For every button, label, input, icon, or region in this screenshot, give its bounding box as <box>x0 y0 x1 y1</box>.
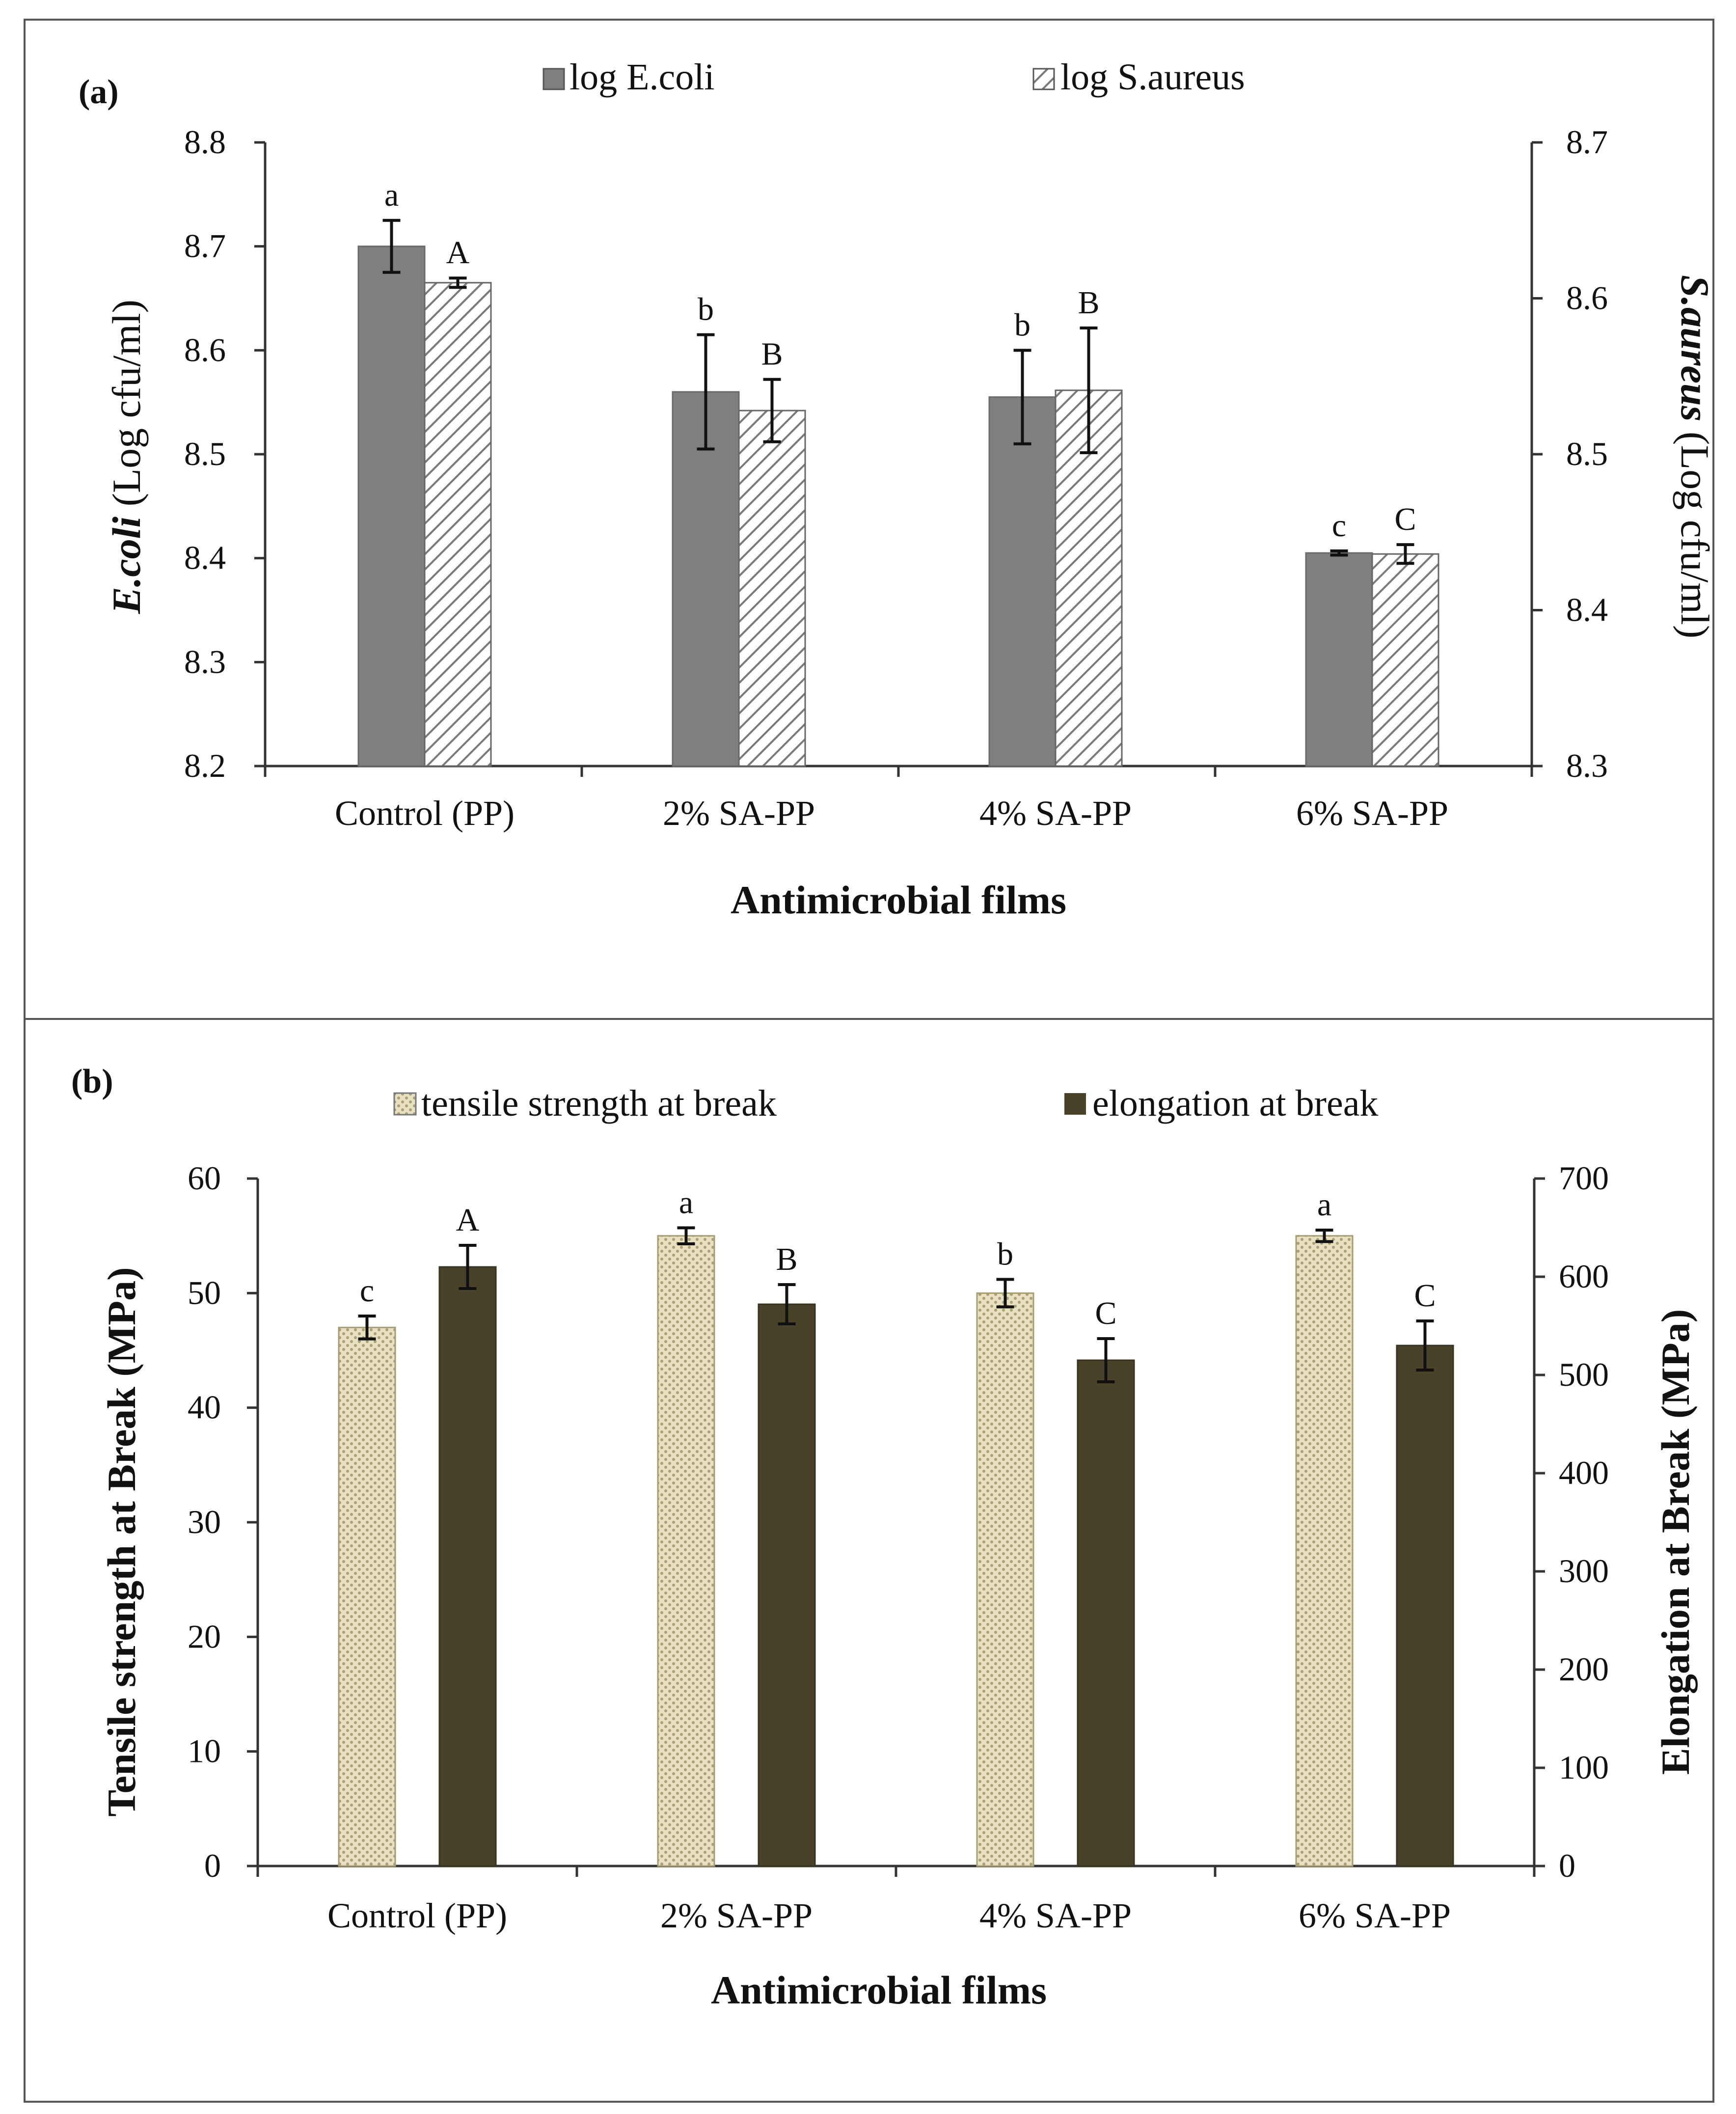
x-tick-label-b: Control (PP) <box>327 1896 507 1935</box>
bar-b-s2 <box>1077 1359 1135 1867</box>
panel-a-label: (a) <box>79 73 119 111</box>
y-axis-title-right-a-italic: S.aureus <box>1673 275 1717 422</box>
y-tick-label-left-a: 8.3 <box>184 643 226 680</box>
x-axis-title-b: Antimicrobial films <box>711 1968 1047 2012</box>
y-tick-label-left-b: 60 <box>188 1159 221 1197</box>
y-axis-title-left-a-rest: (Log cfu/ml) <box>104 300 149 517</box>
y-tick-label-left-a: 8.8 <box>184 123 226 161</box>
y-tick-label-right-b: 400 <box>1559 1454 1609 1491</box>
bar-b-s2 <box>1396 1345 1454 1867</box>
significance-letter-b: c <box>360 1273 374 1309</box>
y-tick-label-left-a: 8.6 <box>184 331 226 368</box>
significance-letter-b: A <box>456 1202 480 1238</box>
bar-b-s1 <box>657 1235 715 1867</box>
legend-a: log E.coli log S.aureus <box>542 56 1245 98</box>
legend-b: tensile strength at break elongation at … <box>393 1083 1378 1124</box>
x-tick-label-a: 4% SA-PP <box>979 794 1132 833</box>
y-tick-label-left-a: 8.7 <box>184 227 226 265</box>
bar-b-s1 <box>976 1292 1034 1867</box>
significance-letter-b: B <box>776 1241 797 1277</box>
y-tick-label-left-a: 8.2 <box>184 747 226 784</box>
x-tick-label-b: 4% SA-PP <box>979 1896 1132 1935</box>
bar-a-s1 <box>1305 552 1373 767</box>
bar-a-s1 <box>672 391 740 767</box>
panel-b-frame <box>24 1018 1714 2103</box>
legend-label-saureus: log S.aureus <box>1060 56 1245 98</box>
significance-letter-b: a <box>679 1184 693 1220</box>
panel-a-frame <box>24 19 1714 1020</box>
legend-label-tensile: tensile strength at break <box>421 1083 777 1124</box>
y-axis-title-left-a-italic: E.coli <box>104 517 149 614</box>
y-tick-label-right-b: 700 <box>1559 1159 1609 1197</box>
significance-letter-a: b <box>1014 307 1031 343</box>
bar-a-s1 <box>357 246 426 767</box>
bar-b-s1 <box>1295 1235 1354 1867</box>
y-tick-label-right-a: 8.7 <box>1566 123 1608 161</box>
x-tick-label-b: 2% SA-PP <box>660 1896 813 1935</box>
chart-a: (a) log E.coli log S.aureus 8.2 8.3 8.4 8.5… <box>79 56 1717 922</box>
y-axis-title-left-a: E.coli (Log cfu/ml) <box>104 300 149 614</box>
significance-letter-b: a <box>1317 1187 1331 1223</box>
y-tick-label-right-a: 8.6 <box>1566 279 1608 317</box>
significance-letter-b: C <box>1414 1278 1436 1314</box>
significance-letter-b: C <box>1095 1295 1116 1331</box>
y-axis-title-right-a-rest: (Log cfu/ml) <box>1673 421 1717 638</box>
y-tick-label-right-a: 8.3 <box>1566 747 1608 784</box>
bar-a-s2 <box>738 410 806 767</box>
y-tick-label-right-b: 600 <box>1559 1258 1609 1295</box>
y-tick-label-left-a: 8.5 <box>184 435 226 472</box>
y-tick-label-right-a: 8.5 <box>1566 435 1608 472</box>
y-tick-label-right-b: 100 <box>1559 1749 1609 1786</box>
legend-swatch-saureus <box>1032 68 1055 90</box>
significance-letter-a: c <box>1332 508 1346 544</box>
y-tick-label-left-a: 8.4 <box>184 539 226 577</box>
x-tick-label-a: 6% SA-PP <box>1296 794 1448 833</box>
y-tick-label-right-b: 500 <box>1559 1356 1609 1393</box>
y-axis-title-left-b: Tensile strength at Break (MPa) <box>99 1267 144 1816</box>
legend-swatch-ecoli <box>542 68 565 90</box>
x-tick-label-b: 6% SA-PP <box>1299 1896 1451 1935</box>
significance-letter-b: b <box>997 1236 1013 1272</box>
legend-label-elongation: elongation at break <box>1092 1083 1378 1124</box>
significance-letter-a: C <box>1394 501 1416 537</box>
legend-swatch-tensile <box>393 1092 417 1116</box>
y-tick-label-right-b: 200 <box>1559 1650 1609 1688</box>
bar-a-s2 <box>424 282 492 767</box>
bar-a-s2 <box>1371 553 1439 767</box>
legend-label-ecoli: log E.coli <box>570 56 715 98</box>
y-tick-label-left-b: 50 <box>188 1274 221 1311</box>
y-tick-label-left-b: 0 <box>204 1847 221 1884</box>
bar-b-s2 <box>758 1303 816 1867</box>
y-tick-label-right-a: 8.4 <box>1566 591 1608 629</box>
bar-b-s1 <box>338 1326 396 1867</box>
x-tick-label-a: 2% SA-PP <box>663 794 815 833</box>
chart-b: (b) tensile strength at break elongation… <box>71 1063 1698 2012</box>
y-tick-label-right-b: 300 <box>1559 1552 1609 1590</box>
significance-letter-a: B <box>761 336 783 372</box>
y-tick-label-right-b: 0 <box>1559 1847 1575 1884</box>
panel-b-label: (b) <box>71 1063 113 1100</box>
significance-letter-a: a <box>384 177 399 213</box>
legend-swatch-elongation <box>1064 1093 1086 1115</box>
bar-a-s1 <box>988 396 1057 767</box>
x-tick-label-a: Control (PP) <box>335 794 515 833</box>
significance-letter-a: B <box>1078 285 1099 321</box>
significance-letter-a: b <box>698 292 714 328</box>
y-axis-title-right-b: Elongation at Break (MPa) <box>1653 1309 1698 1775</box>
x-axis-title-a: Antimicrobial films <box>731 878 1066 922</box>
y-tick-label-left-b: 30 <box>188 1503 221 1540</box>
y-tick-label-left-b: 20 <box>188 1618 221 1655</box>
y-axis-title-right-a: S.aureus (Log cfu/ml) <box>1673 275 1717 638</box>
significance-letter-a: A <box>446 235 470 271</box>
y-tick-label-left-b: 10 <box>188 1732 221 1770</box>
y-tick-label-left-b: 40 <box>188 1389 221 1426</box>
bar-b-s2 <box>438 1266 497 1867</box>
